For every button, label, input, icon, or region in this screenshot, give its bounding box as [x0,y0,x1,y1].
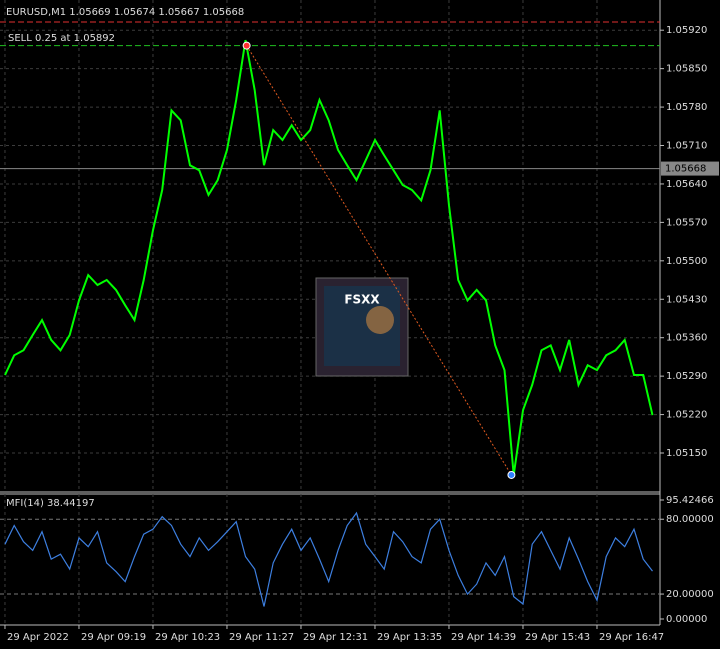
bid-label: 1.05668 [665,164,706,175]
y-tick-label: 95.42466 [666,495,714,506]
y-tick-label: 1.05290 [666,371,707,382]
indicator-title: MFI(14) 38.44197 [6,498,95,509]
logo: FSXX [315,277,409,377]
series-line [4,511,653,607]
x-tick-label: 29 Apr 10:23 [155,632,220,643]
x-tick-label: 29 Apr 2022 [7,632,69,643]
y-tick-label: 1.05220 [666,410,707,421]
y-tick-label: 1.05570 [666,217,707,228]
series-line [4,39,654,476]
y-tick-label: 1.05850 [666,64,707,75]
y-tick-label: 0.00000 [666,614,707,625]
x-tick-label: 29 Apr 13:35 [377,632,442,643]
bid-box [661,161,719,176]
y-tick-label: 1.05640 [666,179,707,190]
chart-title: EURUSD,M1 1.05669 1.05674 1.05667 1.0566… [6,7,244,18]
y-tick-label: 20.00000 [666,589,714,600]
x-tick-label: 29 Apr 12:31 [303,632,368,643]
logo-text: FSXX [344,293,380,307]
x-tick-label: 29 Apr 14:39 [451,632,516,643]
y-tick-label: 1.05710 [666,141,707,152]
y-tick-label: 1.05360 [666,333,707,344]
y-tick-label: 1.05430 [666,294,707,305]
exit-marker [507,470,516,479]
y-tick-label: 1.05780 [666,102,707,113]
logo-art [366,306,394,334]
trade-label: SELL 0.25 at 1.05892 [8,33,115,44]
y-tick-label: 1.05500 [666,256,707,267]
y-tick-label: 80.00000 [666,514,714,525]
x-tick-label: 29 Apr 15:43 [525,632,590,643]
trade-line [246,45,512,476]
x-tick-label: 29 Apr 11:27 [229,632,294,643]
x-tick-label: 29 Apr 09:19 [81,632,146,643]
y-tick-label: 1.05150 [666,448,707,459]
y-tick-label: 1.05920 [666,25,707,36]
entry-marker [242,41,251,50]
x-tick-label: 29 Apr 16:47 [599,632,664,643]
